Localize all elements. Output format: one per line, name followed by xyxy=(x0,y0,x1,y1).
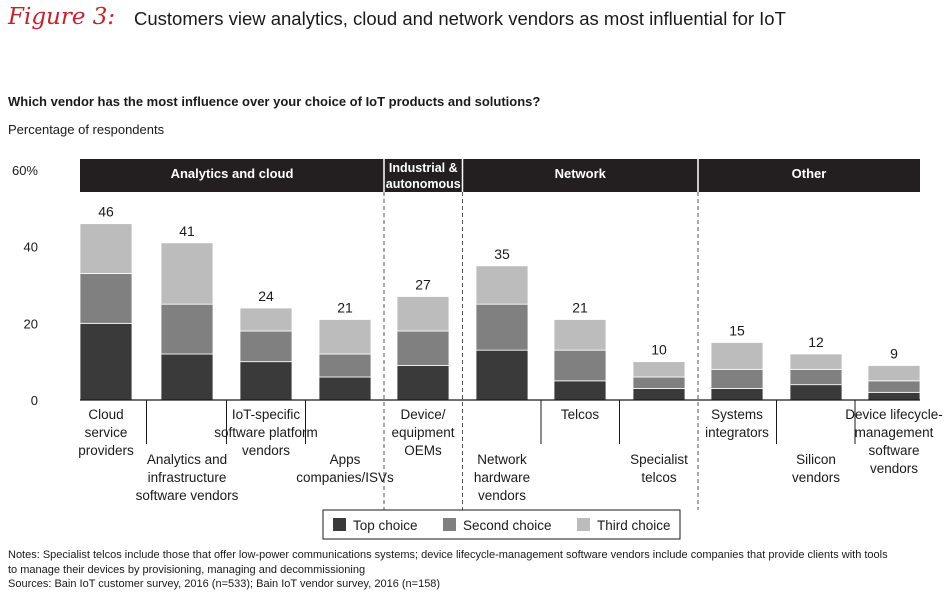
bar-segment-third-choice xyxy=(710,342,764,370)
category-label: Device/equipment OEMs xyxy=(391,407,454,458)
bar-total-label: 12 xyxy=(808,334,824,350)
figure-label: Figure 3: xyxy=(8,4,116,30)
bar-segment-second-choice xyxy=(789,368,843,386)
bar-segment-third-choice xyxy=(553,319,607,351)
bar-segment-third-choice xyxy=(160,242,214,305)
bar-segment-third-choice xyxy=(789,353,843,370)
bar-segment-third-choice xyxy=(79,223,133,274)
bar-total-label: 21 xyxy=(337,300,353,316)
bar-segment-second-choice xyxy=(710,368,764,389)
group-label: Network xyxy=(555,166,607,181)
legend-label: Top choice xyxy=(353,518,418,533)
survey-question: Which vendor has the most influence over… xyxy=(8,94,541,109)
bar-total-label: 21 xyxy=(572,300,588,316)
bar-segment-third-choice xyxy=(632,361,686,378)
legend-box xyxy=(322,509,681,540)
group-label: Industrial & autonomous xyxy=(386,161,461,191)
bar-segment-top-choice xyxy=(79,322,133,401)
legend-swatch xyxy=(443,518,456,531)
category-label: Specialist telcos xyxy=(630,452,688,485)
figure-title: Customers view analytics, cloud and netw… xyxy=(134,8,786,29)
bar-total-label: 41 xyxy=(179,223,195,239)
bar-segment-third-choice xyxy=(475,265,529,305)
bar-segment-top-choice xyxy=(475,349,529,401)
bar-segment-top-choice xyxy=(632,388,686,401)
bar-segment-second-choice xyxy=(632,376,686,389)
y-axis-label: Percentage of respondents xyxy=(8,122,165,137)
category-label: Cloud service providers xyxy=(78,407,134,458)
group-label: Analytics and cloud xyxy=(171,166,294,181)
bar-segment-third-choice xyxy=(867,365,921,382)
bar-segment-second-choice xyxy=(867,380,921,393)
category-label: Silicon vendors xyxy=(792,452,840,485)
y-tick-label: 60% xyxy=(12,163,38,178)
bar-segment-second-choice xyxy=(396,330,450,366)
bar-segment-top-choice xyxy=(318,376,372,401)
bar-segment-second-choice xyxy=(239,330,293,363)
legend-label: Third choice xyxy=(597,518,671,533)
category-label: Telcos xyxy=(561,407,600,422)
legend-label: Second choice xyxy=(463,518,552,533)
bar-segment-top-choice xyxy=(160,353,214,401)
bar-segment-top-choice xyxy=(553,380,607,401)
bar-segment-top-choice xyxy=(710,388,764,401)
notes-line-1: Notes: Specialist telcos include those t… xyxy=(8,549,888,561)
group-label: Other xyxy=(792,166,827,181)
y-tick-label: 40 xyxy=(24,240,38,255)
bar-segment-third-choice xyxy=(396,296,450,332)
bar-segment-second-choice xyxy=(553,349,607,382)
bar-total-label: 9 xyxy=(890,346,898,362)
notes-line-2: to manage their devices by provisioning,… xyxy=(8,563,366,576)
category-label: Network hardware vendors xyxy=(474,452,530,503)
bar-total-label: 27 xyxy=(415,277,431,293)
bar-segment-top-choice xyxy=(867,391,921,401)
bar-segment-top-choice xyxy=(789,384,843,401)
bar-segment-third-choice xyxy=(318,319,372,355)
bar-segment-third-choice xyxy=(239,307,293,332)
y-tick-label: 0 xyxy=(31,393,38,408)
y-tick-label: 20 xyxy=(24,316,38,331)
category-label: Systems integrators xyxy=(705,407,769,440)
notes-block: Notes: Specialist telcos include those t… xyxy=(8,548,944,592)
bar-segment-second-choice xyxy=(475,303,529,351)
legend-swatch xyxy=(333,518,346,531)
bar-total-label: 46 xyxy=(98,204,114,220)
stacked-bar-chart: 0 20 40 60% Analytics and cloud Industrial & a… xyxy=(12,159,943,540)
bar-total-label: 24 xyxy=(258,288,274,304)
category-label: Analytics and infrastructure software vend… xyxy=(136,452,239,503)
bar-segment-top-choice xyxy=(396,365,450,401)
bar-segment-second-choice xyxy=(160,303,214,355)
bar-total-label: 15 xyxy=(729,323,745,339)
legend-swatch xyxy=(577,518,590,531)
bar-segment-second-choice xyxy=(318,353,372,378)
bar-total-label: 10 xyxy=(651,342,667,358)
sources-line: Sources: Bain IoT customer survey, 2016 … xyxy=(8,578,441,590)
bar-segment-second-choice xyxy=(79,273,133,324)
bar-segment-top-choice xyxy=(239,361,293,401)
category-label: Apps companies/ISVs xyxy=(296,452,394,485)
bar-total-label: 35 xyxy=(494,246,510,262)
group-header-band xyxy=(80,159,920,192)
category-label: Device lifecycle-management software vendo… xyxy=(845,407,943,476)
category-label: IoT-specific software platform vendors xyxy=(214,407,318,458)
